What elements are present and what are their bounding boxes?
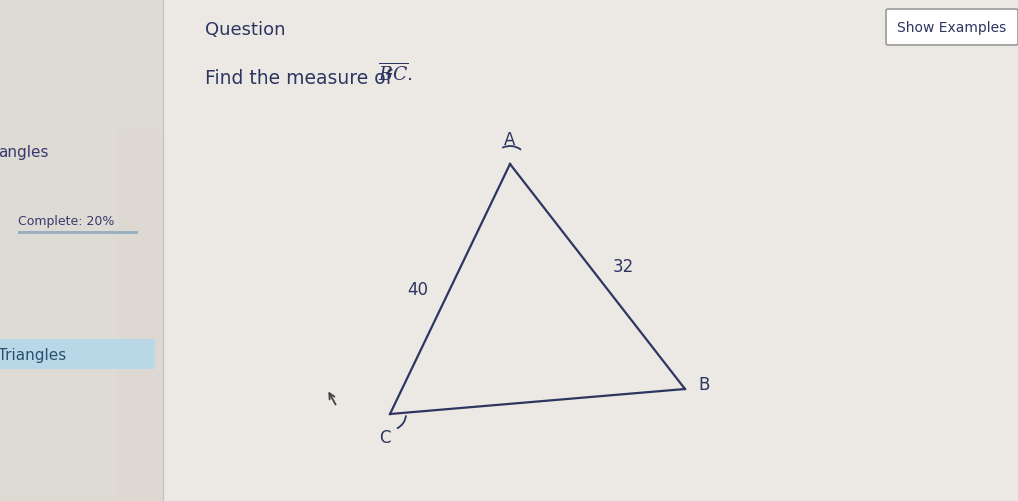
Bar [118, 130, 164, 501]
Bar [18, 231, 138, 234]
Text: Question: Question [205, 21, 285, 39]
Bar [0, 339, 155, 369]
Text: Triangles: Triangles [0, 348, 66, 363]
Text: Show Examples: Show Examples [898, 21, 1007, 35]
Text: A: A [504, 131, 516, 149]
Text: $\overline{BC}$.: $\overline{BC}$. [378, 63, 412, 85]
FancyBboxPatch shape [886, 10, 1018, 46]
Text: 32: 32 [613, 258, 634, 276]
Text: B: B [698, 375, 710, 393]
Text: Complete: 20%: Complete: 20% [18, 215, 114, 228]
Text: angles: angles [0, 145, 49, 160]
Bar [0, 0, 163, 501]
Text: 40: 40 [407, 281, 428, 299]
Text: Find the measure of: Find the measure of [205, 68, 398, 87]
Text: C: C [380, 428, 391, 446]
